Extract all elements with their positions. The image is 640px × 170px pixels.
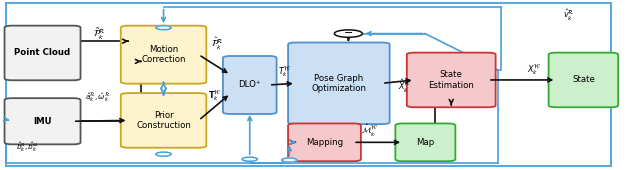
Text: State: State xyxy=(572,75,595,84)
Circle shape xyxy=(282,158,297,162)
Text: $X_k^{\mathcal{W}}$: $X_k^{\mathcal{W}}$ xyxy=(527,62,541,77)
FancyBboxPatch shape xyxy=(288,123,361,161)
Text: IMU: IMU xyxy=(33,117,52,126)
Circle shape xyxy=(242,157,257,161)
Text: Mapping: Mapping xyxy=(306,138,343,147)
Circle shape xyxy=(334,30,362,37)
Text: $\hat{\mathcal{P}}_k^{\mathcal{R}}$: $\hat{\mathcal{P}}_k^{\mathcal{R}}$ xyxy=(211,36,224,52)
FancyBboxPatch shape xyxy=(121,93,206,148)
FancyBboxPatch shape xyxy=(548,53,618,107)
Text: $\hat{b}_k^{a},\hat{b}_k^{\omega}$: $\hat{b}_k^{a},\hat{b}_k^{\omega}$ xyxy=(16,140,39,154)
FancyBboxPatch shape xyxy=(407,53,495,107)
Circle shape xyxy=(156,152,172,156)
Text: Map: Map xyxy=(416,138,435,147)
Text: $T_k^{\mathcal{W}}$: $T_k^{\mathcal{W}}$ xyxy=(278,65,291,79)
Text: Pose Graph
Optimization: Pose Graph Optimization xyxy=(311,74,366,93)
FancyBboxPatch shape xyxy=(4,26,81,80)
FancyBboxPatch shape xyxy=(121,26,206,84)
FancyBboxPatch shape xyxy=(4,98,81,144)
Text: $\hat{X}_k^{\mathcal{W}}$: $\hat{X}_k^{\mathcal{W}}$ xyxy=(397,78,411,95)
Text: $\hat{\mathcal{M}}_k^{\mathcal{W}}$: $\hat{\mathcal{M}}_k^{\mathcal{W}}$ xyxy=(362,123,378,139)
FancyBboxPatch shape xyxy=(396,123,456,161)
Text: Motion
Correction: Motion Correction xyxy=(141,45,186,64)
FancyBboxPatch shape xyxy=(288,42,390,124)
Text: $\hat{a}_k^{\mathcal{R}},\hat{\omega}_k^{\mathcal{R}}$: $\hat{a}_k^{\mathcal{R}},\hat{\omega}_k^… xyxy=(85,92,111,104)
Text: DLO⁺: DLO⁺ xyxy=(239,81,261,89)
Text: $\mathbf{T}_k^{\mathcal{W}}$: $\mathbf{T}_k^{\mathcal{W}}$ xyxy=(208,88,221,103)
Text: $\tilde{\mathcal{P}}_k^{\mathcal{R}}$: $\tilde{\mathcal{P}}_k^{\mathcal{R}}$ xyxy=(93,27,106,42)
Text: −: − xyxy=(344,28,353,38)
Text: $\hat{v}_k^{\mathcal{R}}$: $\hat{v}_k^{\mathcal{R}}$ xyxy=(563,8,575,23)
Text: Point Cloud: Point Cloud xyxy=(15,48,70,57)
FancyBboxPatch shape xyxy=(223,56,276,114)
Circle shape xyxy=(156,26,172,30)
Text: State
Estimation: State Estimation xyxy=(428,70,474,90)
Text: Prior
Construction: Prior Construction xyxy=(136,111,191,130)
